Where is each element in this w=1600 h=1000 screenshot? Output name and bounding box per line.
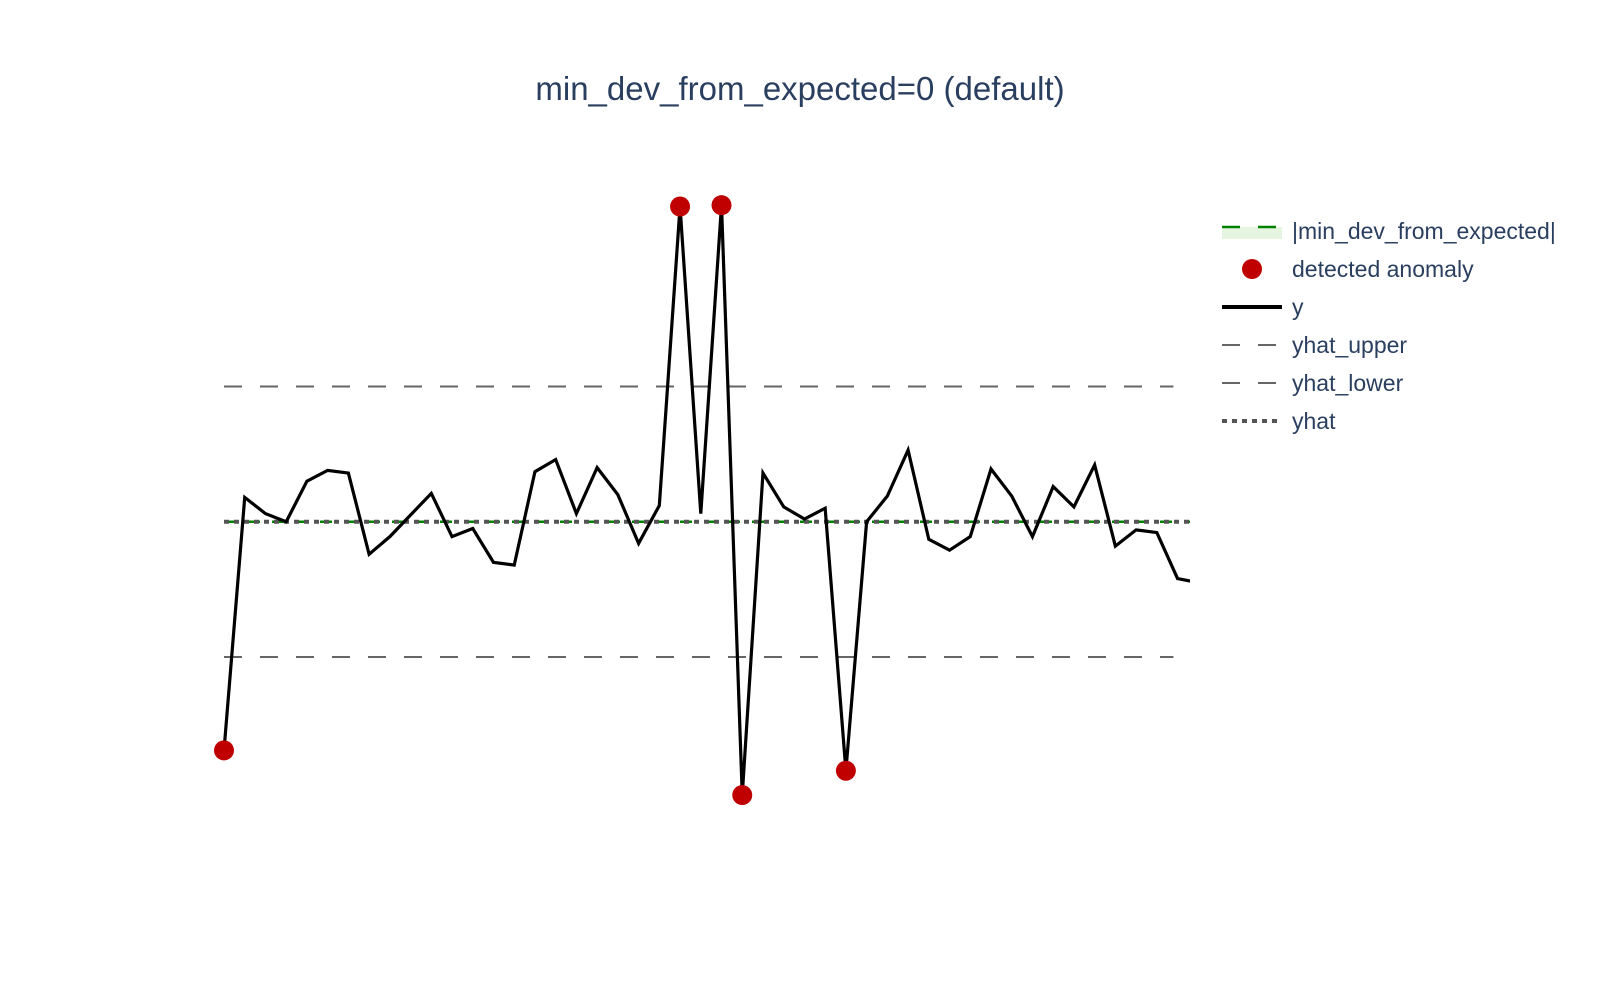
- legend-item: yhat_upper: [1222, 332, 1407, 358]
- anomaly-marker-0: [214, 740, 234, 761]
- legend-item: yhat_lower: [1222, 370, 1404, 396]
- legend-label: yhat_lower: [1292, 370, 1404, 396]
- legend-label: |min_dev_from_expected|: [1292, 218, 1556, 244]
- anomaly-marker-3: [732, 785, 753, 806]
- legend-item: |min_dev_from_expected|: [1222, 218, 1556, 244]
- legend-item: yhat: [1222, 408, 1336, 434]
- anomaly-marker-4: [835, 760, 856, 781]
- plot-area: [214, 195, 1190, 806]
- chart-title: min_dev_from_expected=0 (default): [535, 70, 1064, 107]
- legend-label: yhat: [1292, 408, 1336, 434]
- legend-swatch-marker: [1242, 259, 1262, 279]
- legend-item: detected anomaly: [1242, 256, 1474, 282]
- anomaly-marker-1: [670, 196, 691, 217]
- anomaly-marker-2: [711, 195, 732, 216]
- legend-label: y: [1292, 294, 1304, 320]
- legend-swatch-band: [1222, 227, 1282, 239]
- legend-label: yhat_upper: [1292, 332, 1407, 358]
- series-line-y: [222, 205, 1190, 796]
- legend-label: detected anomaly: [1292, 256, 1474, 282]
- legend: |min_dev_from_expected| detected anomaly y…: [1222, 218, 1556, 434]
- legend-item: y: [1222, 294, 1304, 320]
